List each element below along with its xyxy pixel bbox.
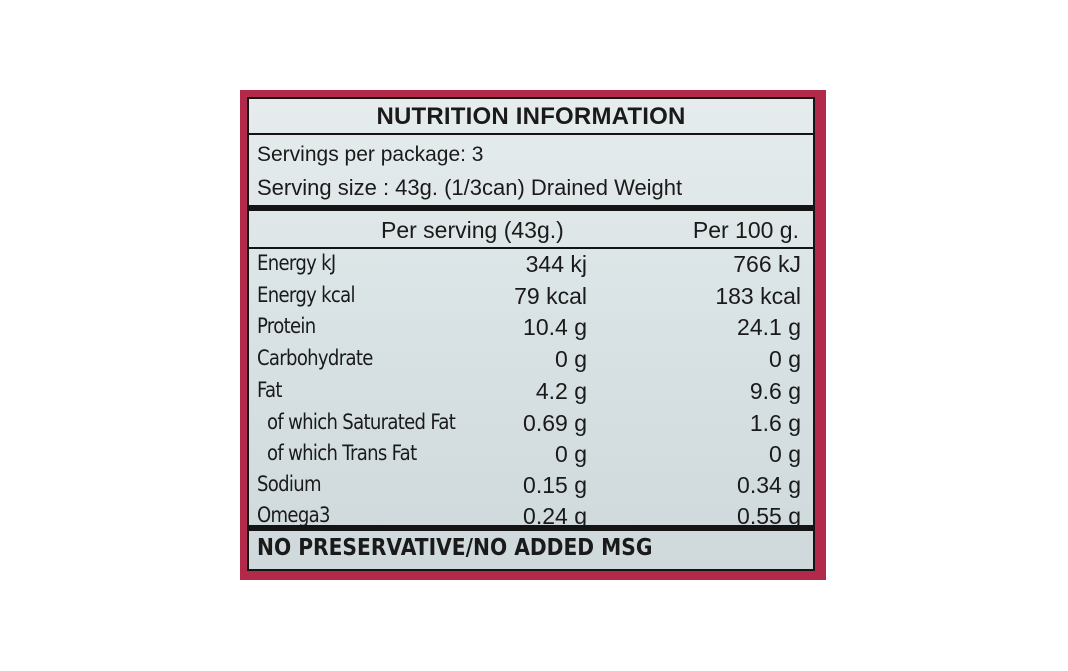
servings-per-package: Servings per package: 3 xyxy=(257,143,484,166)
nutrient-row: Sodium 0.15 g 0.34 g xyxy=(249,470,813,502)
nutrient-name: Fat xyxy=(257,378,283,402)
nutrient-per-100g: 9.6 g xyxy=(749,378,801,404)
nutrient-name: Energy kJ xyxy=(257,251,336,275)
nutrient-per-100g: 24.1 g xyxy=(737,314,801,340)
nutrient-per-serving: 10.4 g xyxy=(523,314,587,340)
nutrient-name: of which Trans Fat xyxy=(267,441,417,465)
footer-text: NO PRESERVATIVE/NO ADDED MSG xyxy=(257,535,653,561)
nutrient-row: Energy kcal 79 kcal 183 kcal xyxy=(249,281,813,313)
nutrient-row: of which Trans Fat 0 g 0 g xyxy=(249,439,813,471)
nutrient-per-serving: 0.69 g xyxy=(523,410,587,436)
nutrient-per-serving: 0.15 g xyxy=(523,472,587,498)
nutrient-per-serving: 0 g xyxy=(555,441,587,467)
serving-size: Serving size : 43g. (1/3can) Drained Wei… xyxy=(257,175,683,200)
nutrient-per-100g: 766 kJ xyxy=(733,251,801,277)
nutrient-name: Energy kcal xyxy=(257,283,356,307)
nutrient-row: Energy kJ 344 kj 766 kJ xyxy=(249,249,813,281)
nutrient-per-serving: 0 g xyxy=(555,346,587,372)
nutrient-name: of which Saturated Fat xyxy=(267,410,456,434)
nutrient-name: Carbohydrate xyxy=(257,346,373,370)
nutrient-row: Omega3 0.24 g 0.55 g xyxy=(249,501,813,533)
nutrient-per-100g: 0.34 g xyxy=(737,472,801,498)
nutrient-per-serving: 79 kcal xyxy=(514,283,587,309)
nutrient-per-serving: 344 kj xyxy=(525,251,587,277)
nutrient-name: Omega3 xyxy=(257,503,331,527)
column-header-per-serving: Per serving (43g.) xyxy=(381,217,564,243)
nutrient-per-100g: 1.6 g xyxy=(749,410,801,436)
column-header-per-100g: Per 100 g. xyxy=(692,217,799,243)
nutrient-row: of which Saturated Fat 0.69 g 1.6 g xyxy=(249,408,813,440)
nutrient-name: Protein xyxy=(257,314,316,338)
nutrient-per-serving: 0.24 g xyxy=(523,503,587,529)
nutrient-per-100g: 0 g xyxy=(769,441,801,467)
nutrient-per-100g: 0.55 g xyxy=(737,503,801,529)
nutrient-per-100g: 0 g xyxy=(769,346,801,372)
column-header-row: Per serving (43g.) Per 100 g. xyxy=(249,211,813,249)
nutrient-row: Fat 4.2 g 9.6 g xyxy=(249,376,813,408)
nutrition-title: NUTRITION INFORMATION xyxy=(249,99,813,135)
footer-notice: NO PRESERVATIVE/NO ADDED MSG xyxy=(249,525,813,569)
servings-section: Servings per package: 3 Serving size : 4… xyxy=(249,135,813,211)
nutrient-per-100g: 183 kcal xyxy=(715,283,801,309)
nutrient-row: Protein 10.4 g 24.1 g xyxy=(249,312,813,344)
nutrient-name: Sodium xyxy=(257,472,322,496)
nutrient-per-serving: 4.2 g xyxy=(535,378,587,404)
label-frame: NUTRITION INFORMATION Servings per packa… xyxy=(240,90,826,580)
nutrient-row: Carbohydrate 0 g 0 g xyxy=(249,344,813,376)
nutrition-panel: NUTRITION INFORMATION Servings per packa… xyxy=(247,97,815,571)
